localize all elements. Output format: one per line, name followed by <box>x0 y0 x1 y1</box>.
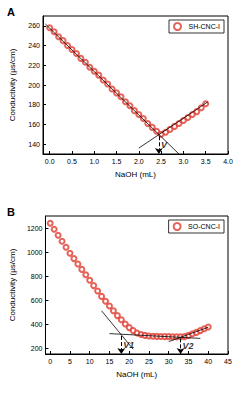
svg-text:1000: 1000 <box>27 249 43 256</box>
svg-text:200: 200 <box>28 82 40 89</box>
svg-text:240: 240 <box>28 42 40 49</box>
svg-text:2.0: 2.0 <box>134 158 144 165</box>
svg-text:200: 200 <box>31 345 43 352</box>
svg-text:B: B <box>7 206 15 218</box>
svg-text:220: 220 <box>28 62 40 69</box>
svg-text:V2: V2 <box>183 341 194 351</box>
svg-text:180: 180 <box>28 101 40 108</box>
svg-text:NaOH (mL): NaOH (mL) <box>115 170 156 179</box>
svg-text:1200: 1200 <box>27 225 43 232</box>
svg-text:3.5: 3.5 <box>201 158 211 165</box>
svg-text:600: 600 <box>31 297 43 304</box>
svg-text:3.0: 3.0 <box>179 158 189 165</box>
svg-text:SO-CNC-I: SO-CNC-I <box>188 223 220 230</box>
svg-text:20: 20 <box>125 358 133 365</box>
svg-text:10: 10 <box>86 358 94 365</box>
svg-text:45: 45 <box>224 358 232 365</box>
svg-text:5: 5 <box>68 358 72 365</box>
svg-text:NaOH (mL): NaOH (mL) <box>116 370 157 379</box>
svg-text:4.0: 4.0 <box>223 158 233 165</box>
svg-text:V1: V1 <box>123 340 135 350</box>
svg-text:30: 30 <box>165 358 173 365</box>
svg-text:140: 140 <box>28 141 40 148</box>
svg-text:40: 40 <box>204 358 212 365</box>
svg-text:0: 0 <box>48 358 52 365</box>
svg-text:SH-CNC-I: SH-CNC-I <box>189 23 221 30</box>
svg-text:2.5: 2.5 <box>156 158 166 165</box>
svg-text:0.0: 0.0 <box>45 158 55 165</box>
svg-text:35: 35 <box>185 358 193 365</box>
svg-text:15: 15 <box>106 358 114 365</box>
svg-text:Conductivity (μs/cm): Conductivity (μs/cm) <box>8 248 17 321</box>
svg-text:V: V <box>160 140 167 151</box>
svg-text:160: 160 <box>28 121 40 128</box>
svg-text:25: 25 <box>145 358 153 365</box>
svg-text:A: A <box>7 6 15 18</box>
svg-text:Conductivity (μs/cm): Conductivity (μs/cm) <box>8 48 17 121</box>
svg-text:800: 800 <box>31 273 43 280</box>
svg-text:400: 400 <box>31 321 43 328</box>
svg-text:1.5: 1.5 <box>112 158 122 165</box>
svg-text:0.5: 0.5 <box>67 158 77 165</box>
svg-text:260: 260 <box>28 22 40 29</box>
svg-text:1.0: 1.0 <box>89 158 99 165</box>
